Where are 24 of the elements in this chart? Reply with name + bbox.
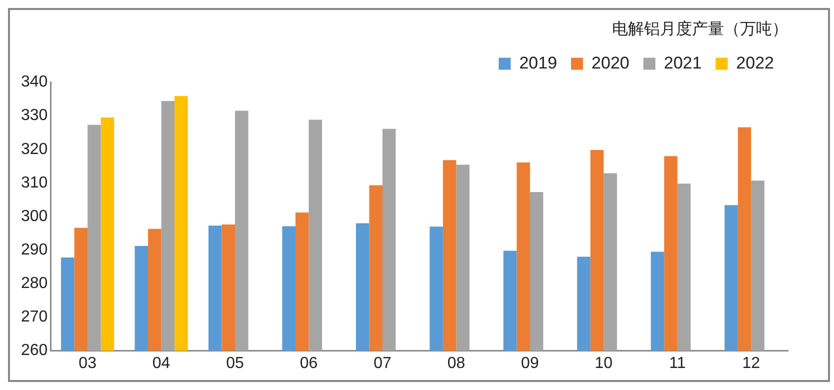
y-tick-label: 340: [20, 74, 48, 91]
y-tick-label: 290: [20, 241, 48, 258]
legend-label: 2019: [519, 53, 558, 72]
x-tick-label: 06: [300, 354, 318, 372]
x-tick-label: 05: [226, 354, 244, 372]
legend-label: 2021: [664, 53, 702, 72]
legend-label: 2020: [592, 53, 630, 72]
y-tick-label: 320: [20, 140, 48, 158]
x-tick-label: 04: [152, 354, 170, 372]
y-tick-label: 280: [20, 275, 48, 292]
x-tick-label: 12: [742, 354, 760, 372]
x-tick-label: 03: [78, 354, 97, 372]
legend-label: 2022: [736, 53, 774, 72]
y-tick-label: 260: [20, 342, 48, 360]
y-tick-label: 300: [20, 208, 48, 225]
x-tick-label: 10: [594, 354, 613, 372]
x-tick-label: 07: [374, 354, 392, 372]
chart-title: 电解铝月度产量（万吨）: [612, 20, 788, 38]
x-tick-label: 08: [447, 354, 466, 372]
y-tick-label: 330: [20, 107, 48, 124]
x-tick-label: 11: [669, 354, 686, 372]
y-tick-label: 270: [20, 308, 48, 326]
y-tick-label: 310: [20, 174, 48, 192]
x-tick-label: 09: [521, 354, 539, 372]
